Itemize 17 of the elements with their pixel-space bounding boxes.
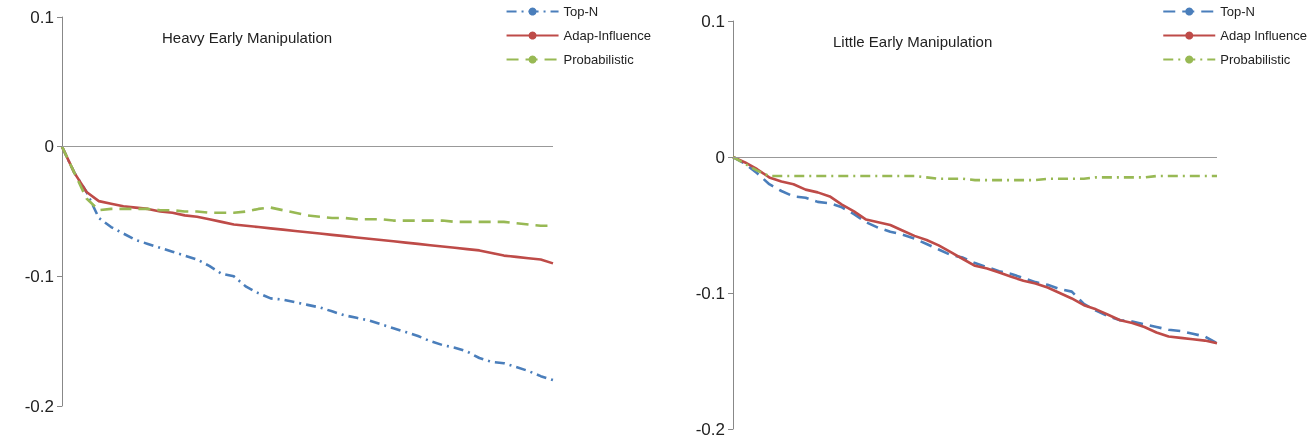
legend-label: Adap Influence bbox=[1220, 28, 1307, 43]
text: Little Early Manipulation bbox=[833, 33, 993, 50]
legend-label: Top-N bbox=[1220, 4, 1255, 19]
y-tick-label: -0.1 bbox=[24, 266, 54, 286]
y-tick-label: 0.1 bbox=[701, 11, 725, 31]
legend-label: Probabilistic bbox=[563, 52, 635, 67]
y-tick-label: 0 bbox=[715, 147, 725, 167]
legend-label: Top-N bbox=[563, 4, 599, 19]
legend-label: Adap-Influence bbox=[563, 28, 651, 43]
y-tick-label: 0 bbox=[44, 137, 54, 157]
line-series bbox=[731, 155, 1219, 182]
text: Heavy Early Manipulation bbox=[162, 29, 333, 46]
y-tick-label: -0.1 bbox=[695, 283, 725, 303]
y-tick-label: -0.2 bbox=[24, 396, 54, 416]
y-tick-label: 0.1 bbox=[30, 7, 54, 27]
legend-label: Probabilistic bbox=[1220, 52, 1291, 67]
y-tick-label: -0.2 bbox=[695, 419, 725, 439]
